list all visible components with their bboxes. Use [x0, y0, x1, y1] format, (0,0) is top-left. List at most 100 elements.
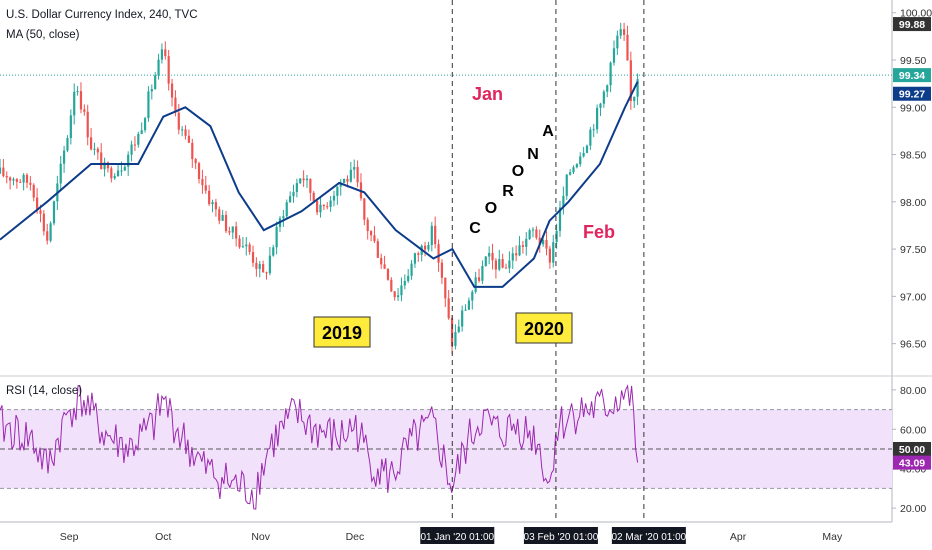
price-badge-last: 99.34 [893, 68, 931, 83]
candle-body [32, 184, 35, 198]
candle-body [542, 239, 545, 245]
candle-body [511, 253, 514, 261]
price-badge-ma-text: 99.27 [899, 89, 925, 101]
candle-body [417, 253, 420, 255]
candle-body [572, 167, 575, 173]
candle-body [592, 129, 595, 131]
candle-body [407, 275, 410, 282]
candle-body [221, 214, 224, 221]
price-badge-high-text: 99.88 [899, 19, 925, 31]
candle-body [79, 91, 83, 110]
candle-body [396, 295, 400, 298]
candle-body [302, 178, 305, 181]
candle-body [224, 214, 228, 232]
candle-body [342, 178, 346, 183]
rsi-badge-current-bg [893, 455, 931, 470]
time-highlight-bg [611, 527, 686, 544]
time-tick-label: Nov [251, 531, 270, 543]
candle-body [434, 225, 437, 245]
candle-body [373, 235, 376, 242]
candle-body [231, 226, 234, 233]
rsi-badge-current-text: 43.09 [899, 458, 925, 470]
time-tick-label: Dec [346, 531, 365, 543]
candle-body [376, 241, 379, 258]
candle-body [548, 248, 551, 263]
price-badge-high: 99.88 [893, 17, 931, 32]
time-tick-label: Sep [60, 531, 79, 543]
candle-body [356, 167, 359, 183]
candle-body [167, 56, 170, 84]
candle-body [383, 264, 386, 269]
candle-body [211, 202, 214, 205]
candle-body [228, 231, 231, 233]
candle-body [106, 162, 110, 169]
symbol-title[interactable]: U.S. Dollar Currency Index, 240, TVC [6, 9, 198, 21]
candle-body [116, 170, 120, 177]
candle-body [339, 182, 342, 187]
candle-body [525, 238, 528, 247]
candle-body [437, 244, 440, 263]
candle-body [275, 226, 278, 248]
candle-body [282, 216, 285, 219]
candle-body [147, 91, 150, 119]
price-tick-label: 99.50 [900, 55, 926, 67]
candle-body [110, 168, 113, 179]
candle-body [241, 246, 244, 248]
candle-body [22, 174, 25, 183]
time-ticks-group: Sep Oct Nov Dec Apr May 01 Jan '20 01:00 03 Feb… [60, 527, 843, 544]
candle-body [575, 164, 578, 168]
candle-body [558, 207, 562, 231]
annotation-2020: 2020 [515, 312, 573, 344]
ma-indicator-label[interactable]: MA (50, close) [6, 29, 80, 41]
candle-body [29, 182, 32, 185]
candle-body [494, 260, 498, 270]
candle-body [447, 298, 450, 319]
candle-body [164, 49, 167, 57]
candle-body [285, 202, 288, 217]
time-highlight-label: 03 Feb '20 01:00 [524, 532, 599, 543]
candle-body [484, 256, 487, 266]
price-badge-high-bg [893, 17, 931, 32]
candle-body [622, 29, 626, 35]
candle-body [214, 202, 218, 210]
candle-body [46, 231, 49, 241]
corona-letter-n: N [527, 146, 539, 163]
candle-body [251, 252, 255, 263]
price-tick-label: 99.00 [900, 102, 926, 114]
candle-body [15, 179, 18, 182]
candle-body [255, 262, 258, 269]
candle-body [471, 291, 474, 301]
candle-body [626, 34, 629, 61]
candle-body [9, 177, 12, 181]
candle-body [602, 91, 605, 104]
price-tick-label: 100.00 [900, 8, 932, 20]
rsi-tick-label: 80.00 [900, 385, 926, 397]
candle-body [52, 201, 56, 224]
candle-body [130, 144, 133, 155]
candle-body [332, 195, 336, 201]
candle-body [36, 197, 39, 211]
price-tick-label: 97.00 [900, 291, 926, 303]
rsi-indicator-label[interactable]: RSI (14, close) [6, 385, 82, 397]
candle-body [363, 198, 366, 220]
candle-body [629, 60, 632, 102]
candle-body [390, 279, 393, 292]
candle-body [86, 111, 89, 138]
candle-body [346, 178, 349, 182]
candle-body [312, 192, 315, 202]
candle-body [467, 300, 471, 310]
candle-body [329, 200, 332, 207]
candle-body [66, 138, 69, 151]
candle-body [535, 229, 538, 238]
rsi-badge-current: 43.09 [893, 455, 931, 470]
candle-body [349, 169, 352, 182]
candle-body [518, 245, 521, 256]
candle-body [177, 112, 180, 130]
year-label-2020: 2020 [524, 319, 564, 339]
candle-body [272, 247, 275, 256]
candle-body [501, 259, 504, 268]
candle-body [562, 195, 565, 208]
candle-body [606, 85, 609, 92]
